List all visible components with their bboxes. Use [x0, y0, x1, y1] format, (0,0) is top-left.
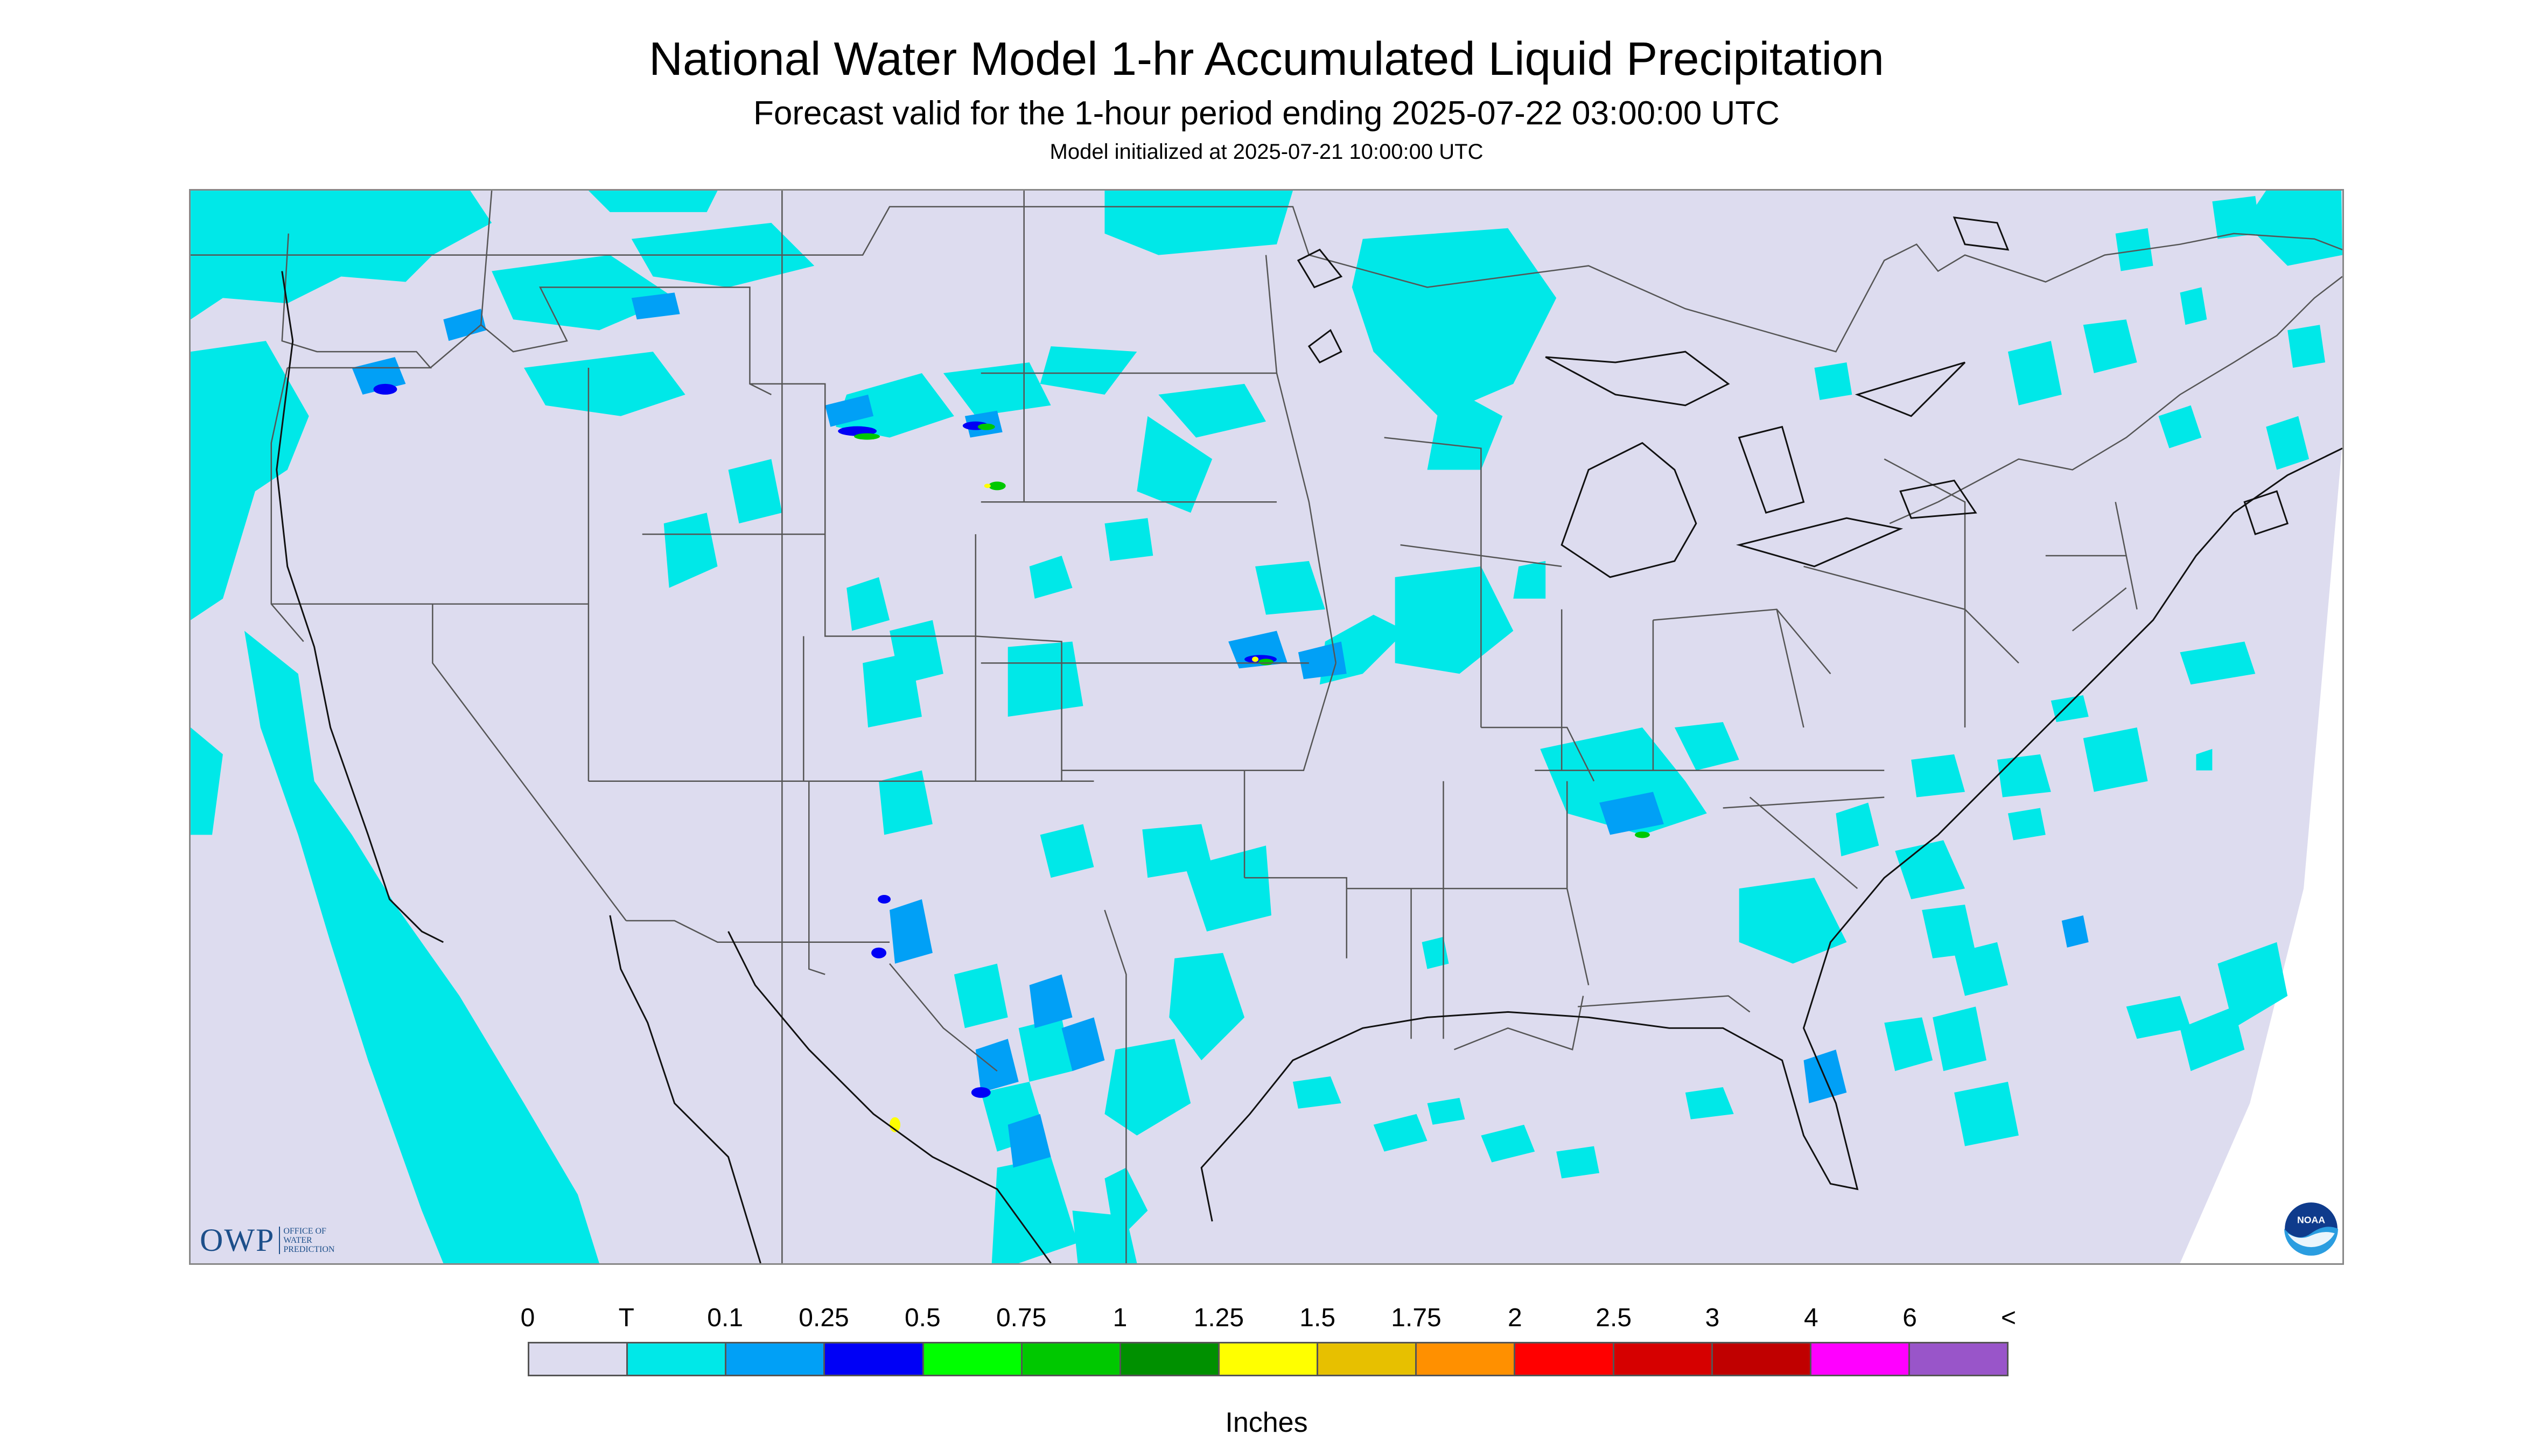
legend-label: 1.25: [1193, 1304, 1244, 1332]
legend-label: 4: [1803, 1304, 1818, 1332]
legend-swatch: [1022, 1343, 1121, 1375]
owp-text: OFFICE OF WATER PREDICTION: [279, 1226, 335, 1254]
legend-swatch: [628, 1343, 727, 1375]
legend-label: T: [618, 1304, 634, 1332]
light-precipitation: [352, 292, 2089, 1168]
legend-label: 0.1: [707, 1304, 744, 1332]
legend-swatch: [825, 1343, 924, 1375]
legend-labels: 0 T 0.1 0.25 0.5 0.75 1 1.25 1.5 1.75 2 …: [521, 1303, 2016, 1335]
precipitation-map[interactable]: [189, 189, 2344, 1265]
legend-label: <: [2000, 1304, 2017, 1332]
owp-text-line-1: OFFICE OF: [283, 1226, 326, 1236]
model-init-time: Model initialized at 2025-07-21 10:00:00…: [1049, 140, 1484, 164]
legend-label: 2.5: [1596, 1304, 1632, 1332]
legend-swatch: [1811, 1343, 1910, 1375]
legend-label: 0: [520, 1304, 535, 1332]
map-subtitle: Forecast valid for the 1-hour period end…: [753, 95, 1780, 132]
projection-mask-right: [2180, 191, 2342, 1263]
legend-label: 2: [1507, 1304, 1522, 1332]
color-legend: 0 T 0.1 0.25 0.5 0.75 1 1.25 1.5 1.75 2 …: [521, 1303, 2016, 1376]
legend-label: 1: [1112, 1304, 1128, 1332]
map-canvas: [191, 191, 2342, 1263]
legend-swatch: [529, 1343, 628, 1375]
map-title: National Water Model 1-hr Accumulated Li…: [649, 33, 1884, 85]
owp-text-line-2: WATER: [283, 1235, 312, 1245]
owp-logo: OWP OFFICE OF WATER PREDICTION: [200, 1221, 334, 1259]
legend-label: 3: [1705, 1304, 1720, 1332]
boundary-lines: [191, 191, 2342, 1263]
legend-label: 1.5: [1299, 1304, 1336, 1332]
legend-swatch: [1219, 1343, 1319, 1375]
legend-units: Inches: [1225, 1407, 1308, 1438]
legend-swatch: [1515, 1343, 1614, 1375]
coastlines: [276, 216, 2342, 1263]
legend-swatch: [1614, 1343, 1713, 1375]
legend-swatch: [923, 1343, 1023, 1375]
noaa-logo-text: NOAA: [2297, 1215, 2325, 1226]
heavy-precipitation: [854, 423, 1650, 1132]
legend-label: 0.5: [904, 1304, 941, 1332]
legend-color-bar: [528, 1342, 2009, 1376]
legend-swatch: [1417, 1343, 1516, 1375]
legend-swatch: [1712, 1343, 1811, 1375]
owp-mark: OWP: [200, 1222, 275, 1258]
legend-label: 6: [1902, 1304, 1918, 1332]
legend-swatch: [1121, 1343, 1220, 1375]
legend-swatch: [1909, 1343, 2007, 1375]
legend-swatch: [726, 1343, 825, 1375]
legend-label: 0.75: [996, 1304, 1047, 1332]
legend-label: 0.25: [799, 1304, 849, 1332]
owp-text-line-3: PREDICTION: [283, 1244, 335, 1254]
noaa-logo: NOAA: [2284, 1201, 2339, 1256]
legend-label: 1.75: [1391, 1304, 1442, 1332]
legend-swatch: [1318, 1343, 1417, 1375]
